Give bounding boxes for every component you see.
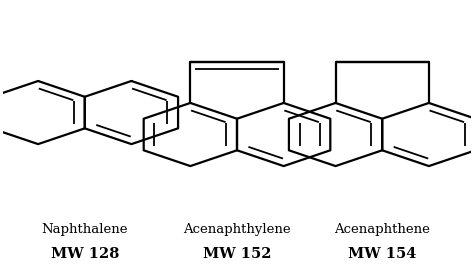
Text: Acenaphthylene: Acenaphthylene [183, 223, 291, 236]
Text: MW 152: MW 152 [203, 247, 271, 261]
Text: Acenaphthene: Acenaphthene [334, 223, 430, 236]
Text: MW 128: MW 128 [51, 247, 119, 261]
Text: Naphthalene: Naphthalene [42, 223, 128, 236]
Text: MW 154: MW 154 [348, 247, 416, 261]
